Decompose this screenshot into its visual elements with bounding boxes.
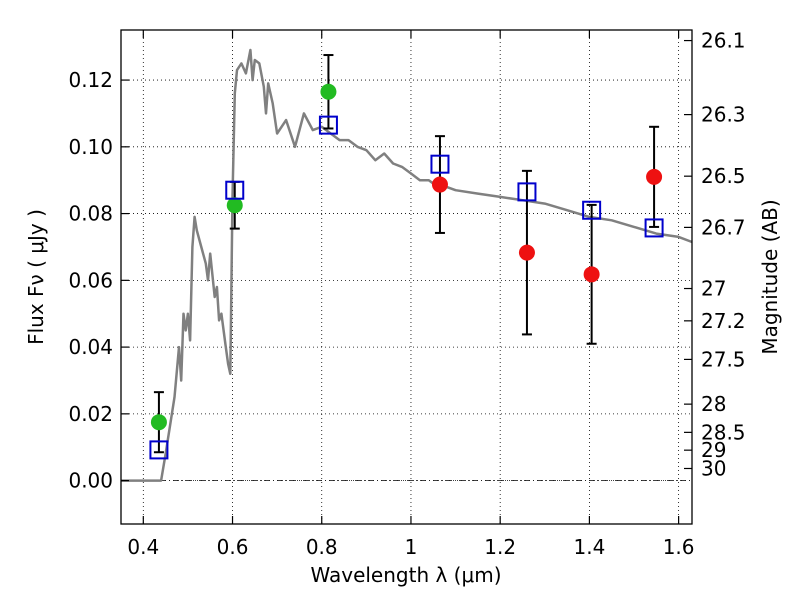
magnitude-tick-label: 26.1 xyxy=(701,29,746,53)
magnitude-tick-label: 30 xyxy=(701,456,726,480)
magnitude-tick-label: 29 xyxy=(701,438,726,462)
nondetection-point xyxy=(646,168,663,185)
x-tick-label: 1.6 xyxy=(663,535,695,559)
x-tick-label: 1.4 xyxy=(573,535,605,559)
y-tick-label: 0.08 xyxy=(68,202,113,226)
nondetection-point xyxy=(431,176,448,193)
magnitude-tick-label: 27 xyxy=(701,277,726,301)
magnitude-tick-label: 27.5 xyxy=(701,347,746,371)
magnitude-tick-label: 28 xyxy=(701,392,726,416)
model-flux-square xyxy=(517,182,537,202)
detection-point xyxy=(226,197,243,214)
axis-ticks xyxy=(121,30,692,524)
y-tick-label: 0.00 xyxy=(68,469,113,493)
x-tick-label: 1 xyxy=(405,535,418,559)
x-tick-label: 1.2 xyxy=(484,535,516,559)
y-tick-labels: 0.00 0.02 0.04 0.06 0.08 0.10 0.12 xyxy=(68,68,113,493)
x-tick-label: 0.6 xyxy=(217,535,249,559)
model-spectrum-line xyxy=(121,48,693,482)
model-flux-square xyxy=(318,115,338,135)
y-tick-label: 0.02 xyxy=(68,402,113,426)
model-spectrum xyxy=(121,48,693,482)
magnitude-tick-label: 26.7 xyxy=(701,215,746,239)
magnitude-tick-label: 28.5 xyxy=(701,420,746,444)
y-tick-label: 0.06 xyxy=(68,268,113,292)
detection-point xyxy=(320,83,337,100)
x-tick-labels: 0.4 0.6 0.8 1 1.2 1.4 1.6 xyxy=(127,535,694,559)
model-flux-square xyxy=(644,218,664,238)
y-tick-label: 0.04 xyxy=(68,335,113,359)
model-flux-square xyxy=(430,154,450,174)
right-axis-title: Magnitude (AB) xyxy=(758,199,782,354)
y-tick-label: 0.12 xyxy=(68,68,113,92)
model-flux-square xyxy=(149,440,169,460)
magnitude-tick-label: 26.3 xyxy=(701,103,746,127)
x-tick-label: 0.4 xyxy=(127,535,159,559)
magnitude-tick-label: 26.5 xyxy=(701,164,746,188)
model-flux-square xyxy=(582,200,602,220)
plot-frame xyxy=(120,29,693,525)
detection-point xyxy=(150,414,167,431)
nondetection-point xyxy=(583,266,600,283)
nondetection-point xyxy=(518,244,535,261)
y-tick-label: 0.10 xyxy=(68,135,113,159)
y-axis-title: Flux Fν ( μJy ) xyxy=(24,209,48,345)
x-axis-title: Wavelength λ (μm) xyxy=(310,563,501,587)
magnitude-tick-label: 27.2 xyxy=(701,309,746,333)
model-flux-square xyxy=(225,180,245,200)
x-tick-label: 0.8 xyxy=(306,535,338,559)
data-markers xyxy=(149,83,664,460)
